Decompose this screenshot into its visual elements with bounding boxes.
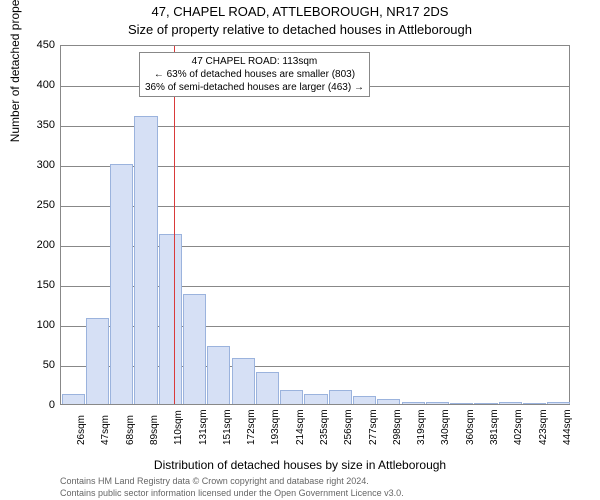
histogram-bar xyxy=(110,164,133,404)
x-tick-label: 423sqm xyxy=(538,409,549,445)
x-tick-label: 298sqm xyxy=(392,409,403,445)
y-tick-label: 150 xyxy=(15,279,55,291)
x-tick-label: 277sqm xyxy=(368,409,379,445)
y-tick-label: 100 xyxy=(15,319,55,331)
x-axis-label: Distribution of detached houses by size … xyxy=(0,458,600,472)
annotation-line: 47 CHAPEL ROAD: 113sqm xyxy=(145,55,364,68)
marker-line xyxy=(174,46,175,404)
histogram-bar xyxy=(329,390,352,404)
y-tick-label: 250 xyxy=(15,199,55,211)
x-tick-label: 172sqm xyxy=(246,409,257,445)
x-tick-label: 235sqm xyxy=(319,409,330,445)
histogram-bar xyxy=(547,402,570,404)
x-tick-label: 110sqm xyxy=(173,410,184,445)
annotation-line: ← 63% of detached houses are smaller (80… xyxy=(145,68,364,81)
x-tick-label: 193sqm xyxy=(270,409,281,445)
x-tick-label: 68sqm xyxy=(125,415,136,445)
histogram-bar xyxy=(280,390,303,404)
histogram-bar xyxy=(377,399,400,404)
histogram-bar xyxy=(232,358,255,404)
plot-area: 47 CHAPEL ROAD: 113sqm← 63% of detached … xyxy=(60,45,570,405)
x-tick-label: 151sqm xyxy=(222,409,233,445)
x-tick-label: 444sqm xyxy=(562,409,573,445)
histogram-bar xyxy=(207,346,230,404)
histogram-bar xyxy=(523,403,546,404)
chart-title-main: 47, CHAPEL ROAD, ATTLEBOROUGH, NR17 2DS xyxy=(0,4,600,19)
chart-container: 47, CHAPEL ROAD, ATTLEBOROUGH, NR17 2DS … xyxy=(0,0,600,500)
x-tick-label: 89sqm xyxy=(149,415,160,445)
x-tick-label: 381sqm xyxy=(489,409,500,445)
y-tick-label: 200 xyxy=(15,239,55,251)
x-tick-label: 26sqm xyxy=(76,415,87,445)
y-tick-label: 300 xyxy=(15,159,55,171)
histogram-bar xyxy=(450,403,473,404)
annotation-box: 47 CHAPEL ROAD: 113sqm← 63% of detached … xyxy=(139,52,370,97)
histogram-bar xyxy=(86,318,109,404)
histogram-bar xyxy=(256,372,279,404)
x-tick-label: 214sqm xyxy=(295,409,306,445)
histogram-bar xyxy=(474,403,497,404)
y-tick-label: 0 xyxy=(15,399,55,411)
x-tick-label: 319sqm xyxy=(416,409,427,445)
attribution-line-1: Contains HM Land Registry data © Crown c… xyxy=(60,476,369,486)
x-tick-label: 47sqm xyxy=(100,415,111,445)
x-tick-label: 360sqm xyxy=(465,409,476,445)
histogram-bar xyxy=(183,294,206,404)
y-tick-label: 450 xyxy=(15,39,55,51)
histogram-bar xyxy=(402,402,425,404)
histogram-bar xyxy=(134,116,157,404)
y-tick-label: 350 xyxy=(15,119,55,131)
x-tick-label: 256sqm xyxy=(343,409,354,445)
histogram-bar xyxy=(353,396,376,404)
x-tick-label: 402sqm xyxy=(513,409,524,445)
y-tick-label: 50 xyxy=(15,359,55,371)
histogram-bar xyxy=(304,394,327,404)
histogram-bar xyxy=(62,394,85,404)
histogram-bar xyxy=(499,402,522,404)
histogram-bar xyxy=(159,234,182,404)
y-tick-label: 400 xyxy=(15,79,55,91)
attribution-line-2: Contains public sector information licen… xyxy=(60,488,404,498)
x-tick-label: 340sqm xyxy=(440,409,451,445)
chart-title-sub: Size of property relative to detached ho… xyxy=(0,22,600,37)
x-tick-label: 131sqm xyxy=(198,409,209,445)
annotation-line: 36% of semi-detached houses are larger (… xyxy=(145,81,364,94)
histogram-bar xyxy=(426,402,449,404)
